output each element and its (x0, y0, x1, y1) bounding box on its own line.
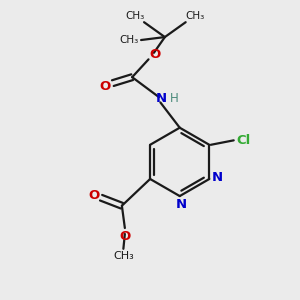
Text: CH₃: CH₃ (185, 11, 204, 21)
Text: N: N (176, 198, 187, 211)
Text: CH₃: CH₃ (125, 11, 145, 21)
Text: CH₃: CH₃ (113, 251, 134, 261)
Text: O: O (99, 80, 110, 93)
Text: H: H (169, 92, 178, 105)
Text: N: N (155, 92, 167, 105)
Text: O: O (119, 230, 130, 243)
Text: O: O (149, 48, 161, 62)
Text: Cl: Cl (236, 134, 250, 147)
Text: CH₃: CH₃ (120, 35, 139, 45)
Text: O: O (88, 189, 99, 202)
Text: N: N (212, 171, 223, 184)
